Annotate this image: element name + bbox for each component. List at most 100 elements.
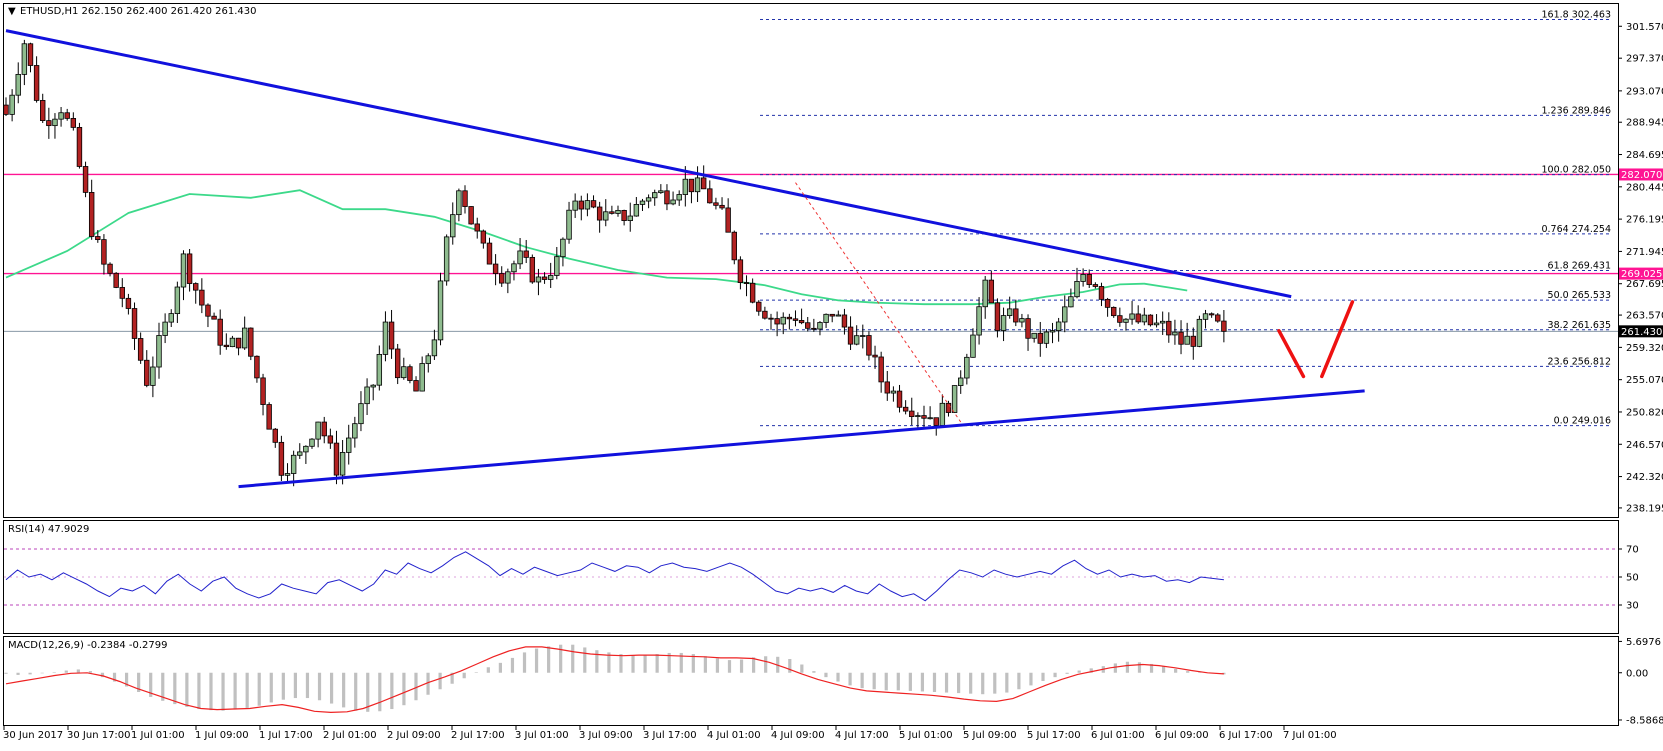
bear-candle bbox=[1111, 306, 1117, 317]
bull-candle bbox=[297, 451, 303, 456]
bull-candle bbox=[1123, 318, 1129, 323]
bull-candle bbox=[419, 363, 425, 392]
bear-candle bbox=[529, 256, 536, 283]
bear-candle bbox=[474, 223, 480, 232]
macd-histogram-bar bbox=[1089, 668, 1093, 673]
bull-candle bbox=[431, 339, 438, 357]
macd-histogram-bar bbox=[378, 672, 382, 712]
bear-candle bbox=[688, 178, 695, 193]
bull-candle bbox=[241, 327, 248, 349]
time-tick-label: 6 Jul 01:00 bbox=[1091, 730, 1145, 741]
macd-histogram-bar bbox=[752, 657, 756, 673]
bull-candle bbox=[9, 94, 15, 115]
rsi-indicator: 70 50 30 bbox=[4, 545, 1639, 612]
bear-candle bbox=[388, 321, 395, 350]
macd-histogram-bar bbox=[908, 672, 912, 691]
bull-candle bbox=[1000, 315, 1007, 331]
time-tick-label: 4 Jul 09:00 bbox=[771, 730, 825, 741]
macd-histogram-bar bbox=[595, 650, 599, 673]
bear-candle bbox=[541, 276, 548, 280]
bull-candle bbox=[835, 314, 842, 317]
bear-candle bbox=[272, 428, 278, 443]
moving-average-line bbox=[5, 189, 1188, 306]
macd-histogram-bar bbox=[619, 654, 623, 673]
bear-candle bbox=[137, 338, 144, 361]
bear-candle bbox=[713, 202, 719, 206]
rsi-tick-label: 50 bbox=[1626, 573, 1639, 584]
bull-candle bbox=[517, 250, 523, 265]
chart-header-marker: ▼ bbox=[8, 6, 16, 17]
bear-candle bbox=[107, 263, 113, 274]
macd-histogram-bar bbox=[221, 672, 225, 711]
macd-histogram-bar bbox=[848, 672, 852, 686]
time-tick-label: 4 Jul 01:00 bbox=[707, 730, 761, 741]
bull-candle bbox=[1159, 320, 1166, 324]
macd-histogram-bar bbox=[4, 672, 8, 674]
macd-histogram-bar bbox=[920, 672, 925, 692]
bull-candle bbox=[376, 354, 383, 386]
bull-candle bbox=[566, 209, 572, 240]
level-price-box bbox=[1619, 267, 1663, 280]
macd-histogram-bar bbox=[1041, 672, 1045, 681]
bull-candle bbox=[303, 445, 309, 453]
fib-level-label: 100.0 282.050 bbox=[1541, 165, 1611, 176]
bull-candle bbox=[162, 321, 168, 336]
bull-candle bbox=[1129, 313, 1135, 320]
bear-candle bbox=[988, 279, 995, 304]
macd-histogram-bar bbox=[112, 672, 117, 682]
time-tick-label: 2 Jul 17:00 bbox=[451, 730, 505, 741]
macd-histogram-bar bbox=[245, 672, 249, 708]
macd-tick-label: -8.5868 bbox=[1626, 715, 1663, 726]
bull-candle bbox=[615, 209, 621, 214]
bear-candle bbox=[394, 348, 401, 379]
bull-candle bbox=[633, 204, 640, 217]
macd-histogram-bar bbox=[100, 672, 105, 678]
bull-candle bbox=[15, 73, 21, 96]
macd-histogram-bar bbox=[1017, 672, 1021, 690]
bear-candle bbox=[413, 380, 419, 392]
price-tick-label: 293.070 bbox=[1626, 86, 1663, 97]
time-tick-label: 7 Jul 01:00 bbox=[1283, 730, 1337, 741]
projection-stroke bbox=[1320, 300, 1355, 379]
bear-candle bbox=[798, 320, 805, 324]
rsi-tick-label: 70 bbox=[1626, 545, 1639, 556]
bear-candle bbox=[994, 302, 1001, 331]
bear-candle bbox=[578, 200, 584, 210]
macd-histogram-bar bbox=[547, 646, 551, 673]
bull-candle bbox=[982, 279, 988, 308]
bear-candle bbox=[945, 402, 952, 413]
fib-level-label: 1.236 289.846 bbox=[1541, 105, 1611, 116]
time-tick-label: 3 Jul 09:00 bbox=[579, 730, 633, 741]
macd-histogram-bar bbox=[715, 658, 720, 673]
macd-histogram-bar bbox=[450, 672, 454, 684]
bull-candle bbox=[1080, 274, 1086, 282]
bull-candle bbox=[180, 253, 187, 288]
level-price-label: 282.070 bbox=[1621, 170, 1662, 181]
bull-candle bbox=[229, 337, 236, 348]
macd-histogram-bar bbox=[1198, 672, 1202, 673]
bear-candle bbox=[266, 404, 272, 430]
macd-histogram-bar bbox=[1065, 672, 1069, 674]
bull-candle bbox=[315, 421, 321, 440]
price-tick-label: 297.370 bbox=[1626, 54, 1663, 65]
macd-histogram-bar bbox=[16, 672, 20, 675]
price-tick-label: 301.570 bbox=[1626, 22, 1663, 33]
macd-histogram-bar bbox=[1077, 670, 1081, 673]
macd-histogram-bar bbox=[40, 672, 44, 674]
bull-candle bbox=[1068, 296, 1074, 308]
bull-candle bbox=[401, 366, 407, 379]
bull-candle bbox=[346, 437, 352, 453]
macd-histogram-bar bbox=[161, 672, 165, 701]
bear-candle bbox=[1025, 318, 1031, 339]
bear-candle bbox=[144, 359, 150, 386]
rsi-line bbox=[5, 551, 1224, 602]
bear-candle bbox=[609, 211, 615, 214]
bull-candle bbox=[1019, 318, 1025, 323]
bear-candle bbox=[217, 318, 223, 346]
bear-candle bbox=[1117, 315, 1123, 323]
bear-candle bbox=[896, 390, 903, 408]
bull-candle bbox=[823, 313, 829, 323]
time-tick-label: 5 Jul 01:00 bbox=[899, 730, 953, 741]
macd-histogram-bar bbox=[88, 671, 93, 673]
rsi-title: RSI(14) 47.9029 bbox=[8, 524, 89, 535]
